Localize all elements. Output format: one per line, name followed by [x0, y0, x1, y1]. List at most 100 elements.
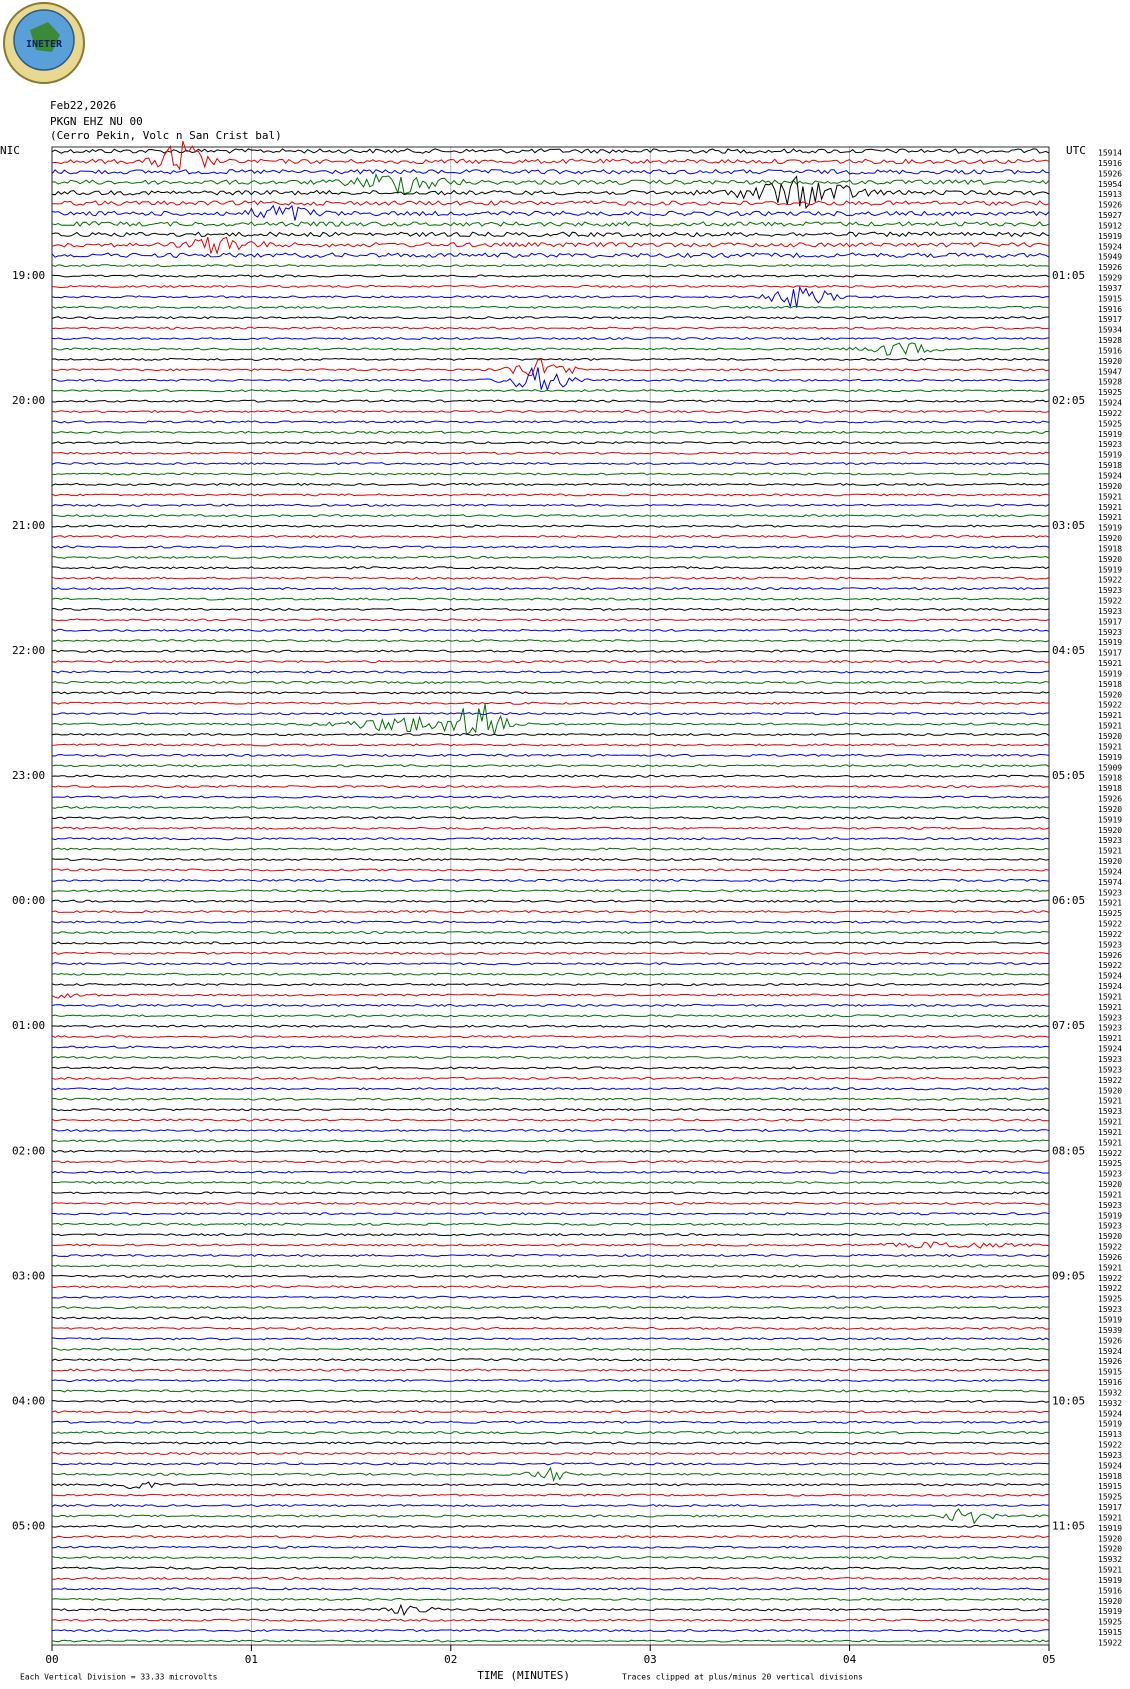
trace-value: 15924	[1098, 399, 1122, 408]
trace-value: 15919	[1098, 1315, 1122, 1324]
trace	[51, 764, 1050, 768]
trace	[51, 857, 1050, 862]
trace	[51, 555, 1050, 559]
right-hour: 06:05	[1052, 894, 1085, 907]
trace-value: 15918	[1098, 774, 1122, 783]
trace-value: 15920	[1098, 534, 1122, 543]
trace	[51, 1316, 1050, 1320]
trace-value: 15922	[1098, 961, 1122, 970]
trace-value: 15974	[1098, 878, 1122, 887]
trace	[51, 826, 1050, 830]
trace	[51, 1493, 1050, 1497]
trace-value: 15921	[1098, 742, 1122, 751]
trace	[51, 1618, 1050, 1622]
trace-value: 15932	[1098, 1388, 1122, 1397]
trace-value: 15921	[1098, 1566, 1122, 1575]
trace	[51, 231, 1050, 238]
trace-value: 15921	[1098, 513, 1122, 522]
x-tick-label: 03	[644, 1653, 657, 1666]
trace-value: 15922	[1098, 930, 1122, 939]
trace-value: 15920	[1098, 1534, 1122, 1543]
trace-value: 15919	[1098, 1524, 1122, 1533]
trace-value: 15921	[1098, 847, 1122, 856]
trace-value: 15917	[1098, 617, 1122, 626]
trace	[51, 1629, 1050, 1633]
trace	[51, 1556, 1050, 1560]
trace	[51, 1368, 1050, 1372]
trace	[51, 1466, 1050, 1483]
trace	[51, 566, 1050, 570]
trace-value: 15929	[1098, 274, 1122, 283]
trace-value: 15926	[1098, 795, 1122, 804]
trace-value: 15924	[1098, 982, 1122, 991]
trace-value: 15925	[1098, 419, 1122, 428]
trace-value: 15921	[1098, 492, 1122, 501]
trace	[51, 1410, 1050, 1414]
right-hour: 09:05	[1052, 1269, 1085, 1282]
trace	[51, 732, 1050, 737]
trace	[52, 1024, 1050, 1028]
trace	[51, 173, 1050, 195]
trace	[51, 1285, 1050, 1289]
logo: INETER	[3, 2, 85, 84]
trace	[51, 285, 1050, 308]
station: PKGN EHZ NU 00	[50, 115, 143, 128]
trace	[51, 1420, 1050, 1424]
trace	[51, 1451, 1050, 1455]
trace	[51, 1441, 1050, 1445]
right-label: UTC	[1066, 144, 1086, 157]
trace-value: 15954	[1098, 180, 1122, 189]
trace-value: 15918	[1098, 1472, 1122, 1481]
trace	[51, 1003, 1050, 1007]
trace-value: 15921	[1098, 1034, 1122, 1043]
trace-value: 15926	[1098, 1357, 1122, 1366]
x-tick-label: 00	[45, 1653, 58, 1666]
trace	[51, 1524, 1049, 1528]
trace	[51, 472, 1050, 476]
trace-value: 15949	[1098, 253, 1122, 262]
trace	[51, 1306, 1050, 1310]
trace	[51, 175, 1050, 210]
trace	[51, 607, 1050, 612]
trace-value: 15921	[1098, 1190, 1122, 1199]
trace-value: 15923	[1098, 607, 1122, 616]
left-label: NIC	[0, 144, 20, 157]
trace	[51, 704, 1050, 735]
trace	[51, 993, 1050, 999]
trace	[51, 482, 1050, 486]
trace	[51, 1253, 1050, 1258]
trace-value: 15920	[1098, 1180, 1122, 1189]
x-tick-label: 05	[1042, 1653, 1055, 1666]
trace-value: 15921	[1098, 711, 1122, 720]
trace-value: 15920	[1098, 1545, 1122, 1554]
left-hour: 22:00	[12, 644, 45, 657]
trace-value: 15926	[1098, 201, 1122, 210]
trace	[51, 816, 1050, 820]
trace	[51, 1241, 1050, 1249]
trace-value: 15920	[1098, 1086, 1122, 1095]
trace	[51, 1508, 1050, 1525]
right-hour: 02:05	[1052, 394, 1085, 407]
trace-value: 15926	[1098, 1253, 1122, 1262]
trace	[51, 1399, 1050, 1403]
trace-value: 15916	[1098, 305, 1122, 314]
trace-value: 15924	[1098, 1409, 1122, 1418]
trace	[51, 972, 1050, 976]
trace	[51, 441, 1050, 445]
trace	[51, 1326, 1050, 1330]
trace-value: 15922	[1098, 1284, 1122, 1293]
trace	[52, 1180, 1050, 1185]
trace	[51, 1170, 1049, 1174]
trace	[51, 868, 1050, 872]
trace	[51, 587, 1050, 591]
trace-value: 15922	[1098, 1076, 1122, 1085]
trace-value: 15932	[1098, 1399, 1122, 1408]
trace-value: 15919	[1098, 669, 1122, 678]
trace	[51, 1076, 1050, 1080]
trace-value: 15915	[1098, 1368, 1122, 1377]
trace	[51, 795, 1050, 799]
trace	[51, 451, 1050, 455]
trace-value: 15916	[1098, 159, 1122, 168]
trace-value: 15915	[1098, 1482, 1122, 1491]
